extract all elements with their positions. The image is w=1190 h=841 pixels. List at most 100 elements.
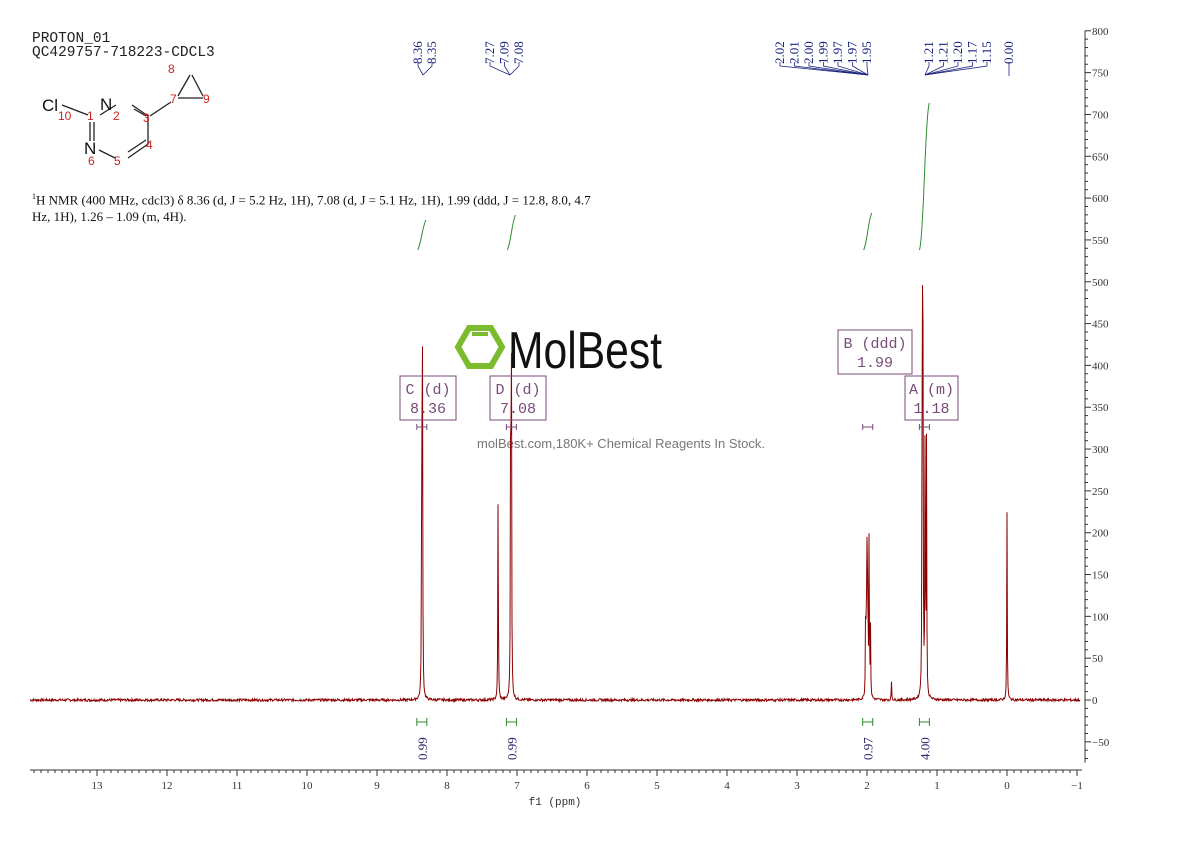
bond <box>131 104 149 117</box>
atom-number: 6 <box>88 154 95 168</box>
multiplet-shift: 7.08 <box>500 401 536 418</box>
peak-label: 7.09 <box>497 41 512 64</box>
bond <box>133 108 147 117</box>
integral-curve <box>506 214 516 251</box>
nmr-description: 1H NMR (400 MHz, cdcl3) δ 8.36 (d, J = 5… <box>32 188 612 225</box>
y-tick-label: −50 <box>1092 737 1110 749</box>
x-tick-label: 7 <box>514 780 520 792</box>
peak-label: 0.00 <box>1001 41 1016 64</box>
peak-leader <box>417 62 424 76</box>
y-tick-label: 100 <box>1092 611 1109 623</box>
y-axis: 8007507006506005505004504003503002502001… <box>1084 26 1110 763</box>
y-tick-label: 550 <box>1092 235 1109 247</box>
peak-leader <box>852 62 869 76</box>
peak-leader <box>924 62 959 76</box>
peak-leader <box>924 62 930 76</box>
atom-number: 4 <box>146 138 153 152</box>
peak-label: 1.97 <box>830 41 845 64</box>
integral-value: 4.00 <box>917 737 932 760</box>
description-text: H NMR (400 MHz, cdcl3) δ 8.36 (d, J = 5.… <box>32 192 591 225</box>
molbest-logo-icon <box>454 324 506 370</box>
x-tick-label: 0 <box>1004 780 1010 792</box>
integral-value: 0.97 <box>861 737 876 760</box>
y-tick-label: 50 <box>1092 653 1104 665</box>
integral-curve <box>417 219 427 251</box>
peak-label: 2.01 <box>787 41 802 64</box>
integral-bar <box>862 718 874 726</box>
multiplet-range <box>918 424 930 430</box>
multiplet-label: D (d) <box>495 382 540 399</box>
y-tick-label: 250 <box>1092 486 1109 498</box>
multiplet-boxes: C (d) 8.36 D (d) 7.08 B (ddd) 1.99 A (m) 1.18 <box>399 329 959 430</box>
multiplet-range <box>862 424 874 430</box>
peak-label: 2.00 <box>801 41 816 64</box>
integral-bar <box>918 718 930 726</box>
peak-leader <box>489 62 511 76</box>
multiplet-shift: 8.36 <box>410 401 446 418</box>
y-tick-label: 700 <box>1092 109 1109 121</box>
y-tick-label: 400 <box>1092 360 1109 372</box>
experiment-name: PROTON_01 <box>32 31 111 47</box>
multiplet-label: C (d) <box>405 382 450 399</box>
watermark-tagline: molBest.com,180K+ Chemical Reagents In S… <box>477 436 765 451</box>
y-tick-label: 200 <box>1092 528 1109 540</box>
atom-n2: N <box>100 95 112 114</box>
peak-label: 1.97 <box>845 41 860 64</box>
atom-number: 5 <box>114 154 121 168</box>
multiplet-box <box>399 375 457 421</box>
y-tick-label: 600 <box>1092 193 1109 205</box>
integral-curve <box>918 102 930 251</box>
peak-leader <box>794 62 869 76</box>
x-tick-label: 9 <box>374 780 380 792</box>
peak-label: 1.21 <box>936 41 951 64</box>
multiplet-range <box>416 424 428 430</box>
y-tick-label: 350 <box>1092 402 1109 414</box>
spectrum-line <box>29 285 1081 704</box>
y-tick-label: 500 <box>1092 277 1109 289</box>
x-tick-label: 10 <box>302 780 314 792</box>
integral-bar <box>505 718 517 726</box>
x-tick-label: 13 <box>92 780 104 792</box>
peak-leader <box>837 62 869 76</box>
watermark-brand: MolBest <box>508 322 662 380</box>
multiplet-box <box>489 375 547 421</box>
peak-leader <box>422 62 433 76</box>
peak-leader <box>924 62 988 76</box>
multiplet-label: B (ddd) <box>843 336 906 353</box>
multiplet-shift: 1.99 <box>857 355 893 372</box>
x-tick-label: 3 <box>794 780 800 792</box>
integral-value: 0.99 <box>415 737 430 760</box>
spectrum-header: PROTON_01 QC429757-718223-CDCL3 <box>32 31 215 61</box>
x-tick-label: 5 <box>654 780 660 792</box>
bond <box>127 143 149 159</box>
peak-leader <box>509 62 520 76</box>
peak-leader <box>924 62 944 76</box>
peak-label: 1.17 <box>965 41 980 64</box>
peak-leader <box>924 62 973 76</box>
y-tick-label: 300 <box>1092 444 1109 456</box>
x-tick-label: −1 <box>1071 780 1083 792</box>
atom-number: 10 <box>58 109 72 123</box>
x-axis-title: f1 (ppm) <box>529 797 582 809</box>
peak-label: 8.36 <box>410 41 425 64</box>
peak-leader <box>866 62 869 76</box>
integral-value: 0.99 <box>504 737 519 760</box>
y-tick-label: 450 <box>1092 319 1109 331</box>
atom-number: 9 <box>203 92 210 106</box>
multiplet-box <box>904 375 959 421</box>
bond <box>98 149 116 159</box>
atom-number: 2 <box>113 109 120 123</box>
peak-leader <box>823 62 869 76</box>
x-tick-label: 6 <box>584 780 590 792</box>
multiplet-shift: 1.18 <box>913 401 949 418</box>
atom-cl: Cl <box>42 96 58 115</box>
bond <box>191 74 204 97</box>
multiplet-box <box>837 329 913 375</box>
peak-labels: 8.36 8.35 7.27 7.09 7.08 2.02 2.01 2.00 1.99 1.97… <box>410 41 1016 76</box>
peak-label: 2.02 <box>772 41 787 64</box>
watermark: MolBest molBest.com,180K+ Chemical Reagen… <box>454 322 765 451</box>
peak-leader <box>504 62 511 76</box>
integral-bar <box>416 718 428 726</box>
x-tick-label: 11 <box>232 780 243 792</box>
